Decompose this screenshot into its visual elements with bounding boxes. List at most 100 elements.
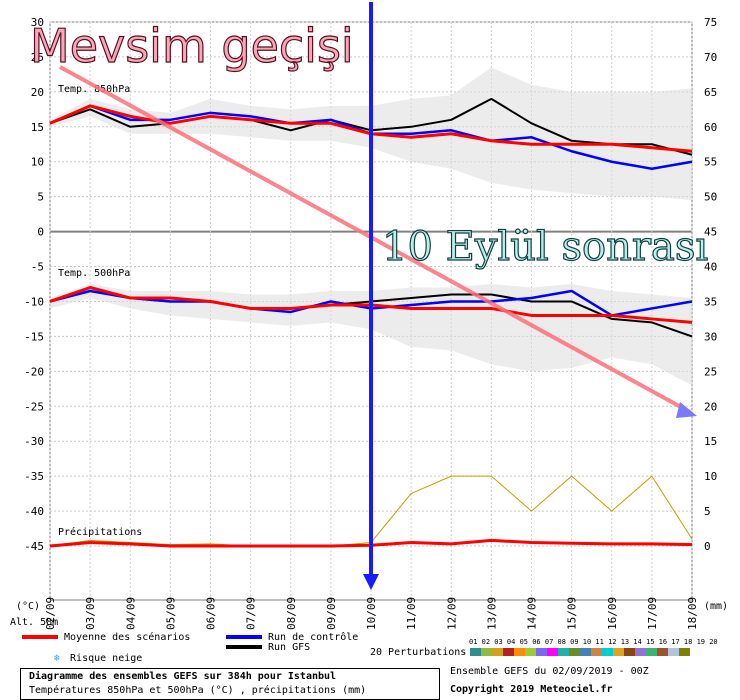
chart-title-box: Diagramme des ensembles GEFS sur 384h po… bbox=[20, 668, 440, 700]
perturbation-swatch bbox=[646, 648, 657, 656]
legend-gfs-label: Run GFS bbox=[268, 642, 311, 653]
right-tick-label: 15 bbox=[704, 435, 717, 448]
right-tick-label: 45 bbox=[704, 226, 717, 239]
left-tick-label: -45 bbox=[24, 540, 44, 553]
perturbation-swatch bbox=[613, 648, 624, 656]
left-tick-label: -40 bbox=[24, 505, 44, 518]
legend-control-label: Run de contrôle bbox=[268, 632, 359, 643]
right-tick-label: 70 bbox=[704, 51, 717, 64]
left-tick-label: 15 bbox=[31, 121, 44, 134]
x-tick-label: 13/09 bbox=[485, 597, 498, 630]
legend-snow: ❄ Risque neige bbox=[54, 653, 142, 664]
perturbation-swatch bbox=[624, 648, 635, 656]
x-tick-label: 18/09 bbox=[686, 597, 699, 630]
left-tick-label: 25 bbox=[31, 51, 44, 64]
legend-gfs: Run GFS bbox=[226, 642, 310, 653]
left-tick-label: -20 bbox=[24, 365, 44, 378]
perturbation-swatch bbox=[547, 648, 558, 656]
right-tick-label: 0 bbox=[704, 540, 711, 553]
x-tick-label: 07/09 bbox=[245, 597, 258, 630]
legend-control: Run de contrôle bbox=[226, 632, 358, 643]
perturbation-swatch bbox=[525, 648, 536, 656]
x-tick-label: 02/09 bbox=[44, 597, 57, 630]
legend-mean-swatch bbox=[22, 635, 58, 639]
perturbation-swatch bbox=[558, 648, 569, 656]
perturbation-swatch bbox=[536, 648, 547, 656]
left-tick-label: -15 bbox=[24, 330, 44, 343]
perturbation-swatch bbox=[569, 648, 580, 656]
trend-arrow-head bbox=[676, 402, 697, 418]
right-tick-label: 50 bbox=[704, 191, 717, 204]
legend-mean: Moyenne des scénarios bbox=[22, 632, 190, 643]
overlay-date-note: 10 Eylül sonrası bbox=[382, 224, 708, 270]
left-tick-label: -5 bbox=[31, 261, 44, 274]
right-tick-label: 10 bbox=[704, 470, 717, 483]
right-tick-label: 35 bbox=[704, 295, 717, 308]
x-tick-label: 06/09 bbox=[205, 597, 218, 630]
left-tick-label: -35 bbox=[24, 470, 44, 483]
right-tick-label: 65 bbox=[704, 86, 717, 99]
perturbation-swatch bbox=[602, 648, 613, 656]
legend-perturbations: 20 Perturbations bbox=[370, 647, 467, 658]
x-tick-label: 16/09 bbox=[606, 597, 619, 630]
footer-copyright: Copyright 2019 Meteociel.fr bbox=[450, 684, 613, 695]
x-tick-label: 10/09 bbox=[365, 597, 378, 630]
left-unit-label: (°C) bbox=[16, 601, 40, 612]
perturbation-swatch bbox=[514, 648, 525, 656]
left-tick-label: -25 bbox=[24, 400, 44, 413]
perturbation-swatch bbox=[492, 648, 503, 656]
perturbation-swatch bbox=[657, 648, 668, 656]
snowflake-icon: ❄ bbox=[54, 653, 61, 664]
right-tick-label: 60 bbox=[704, 121, 717, 134]
right-tick-label: 55 bbox=[704, 156, 717, 169]
left-tick-label: 10 bbox=[31, 156, 44, 169]
right-tick-label: 20 bbox=[704, 400, 717, 413]
sept10-marker-head bbox=[363, 574, 379, 590]
panel-label-precip: Précipitations bbox=[58, 526, 142, 538]
left-axis-ticks: 30 25 20 15 10 5 0 -5 -10 -15 -20 -25 -30 -35 -40 -45 bbox=[24, 16, 44, 553]
altitude-label: Alt. 58m bbox=[10, 617, 58, 628]
perturbation-numbers: 01 02 03 04 05 06 07 08 09 10 11 12 13 1… bbox=[469, 638, 718, 646]
left-tick-label: 5 bbox=[37, 191, 44, 204]
perturbation-swatch bbox=[503, 648, 514, 656]
x-tick-label: 15/09 bbox=[566, 597, 579, 630]
overlay-title: Mevsim geçişi bbox=[30, 19, 354, 73]
x-tick-label: 08/09 bbox=[285, 597, 298, 630]
legend-snow-label: Risque neige bbox=[70, 653, 143, 664]
perturbation-swatch bbox=[668, 648, 679, 656]
trend-arrow-line bbox=[59, 65, 691, 414]
t500-ensemble-spread bbox=[50, 284, 692, 386]
right-tick-label: 5 bbox=[704, 505, 711, 518]
x-tick-label: 11/09 bbox=[405, 597, 418, 630]
x-tick-label: 09/09 bbox=[325, 597, 338, 630]
footer-ensemble: Ensemble GEFS du 02/09/2019 - 00Z bbox=[450, 666, 649, 677]
panel-label-t850: Temp. 850hPa bbox=[58, 84, 130, 95]
legend-control-swatch bbox=[226, 635, 262, 639]
left-tick-label: 30 bbox=[31, 16, 44, 29]
perturbation-swatches bbox=[470, 648, 690, 656]
left-tick-label: 0 bbox=[37, 226, 44, 239]
perturbation-swatch bbox=[580, 648, 591, 656]
footer-title: Diagramme des ensembles GEFS sur 384h po… bbox=[29, 671, 337, 682]
perturbation-swatch bbox=[470, 648, 481, 656]
x-tick-label: 03/09 bbox=[84, 597, 97, 630]
footer-subtitle: Températures 850hPa et 500hPa (°C) , pré… bbox=[29, 685, 367, 696]
right-unit-label: (mm) bbox=[704, 601, 728, 612]
left-tick-label: 20 bbox=[31, 86, 44, 99]
perturbation-swatch bbox=[679, 648, 690, 656]
left-tick-label: -30 bbox=[24, 435, 44, 448]
perturbation-swatch bbox=[481, 648, 492, 656]
perturbation-swatch bbox=[591, 648, 602, 656]
x-tick-label: 14/09 bbox=[526, 597, 539, 630]
x-tick-label: 05/09 bbox=[164, 597, 177, 630]
panel-label-t500: Temp. 500hPa bbox=[58, 268, 130, 279]
legend-mean-label: Moyenne des scénarios bbox=[64, 632, 191, 643]
x-axis-ticks: 02/09 03/09 04/09 05/09 06/09 07/09 08/09 09/09… bbox=[44, 597, 699, 630]
right-tick-label: 25 bbox=[704, 365, 717, 378]
right-tick-label: 75 bbox=[704, 16, 717, 29]
x-tick-label: 12/09 bbox=[445, 597, 458, 630]
right-tick-label: 30 bbox=[704, 330, 717, 343]
x-tick-label: 04/09 bbox=[124, 597, 137, 630]
